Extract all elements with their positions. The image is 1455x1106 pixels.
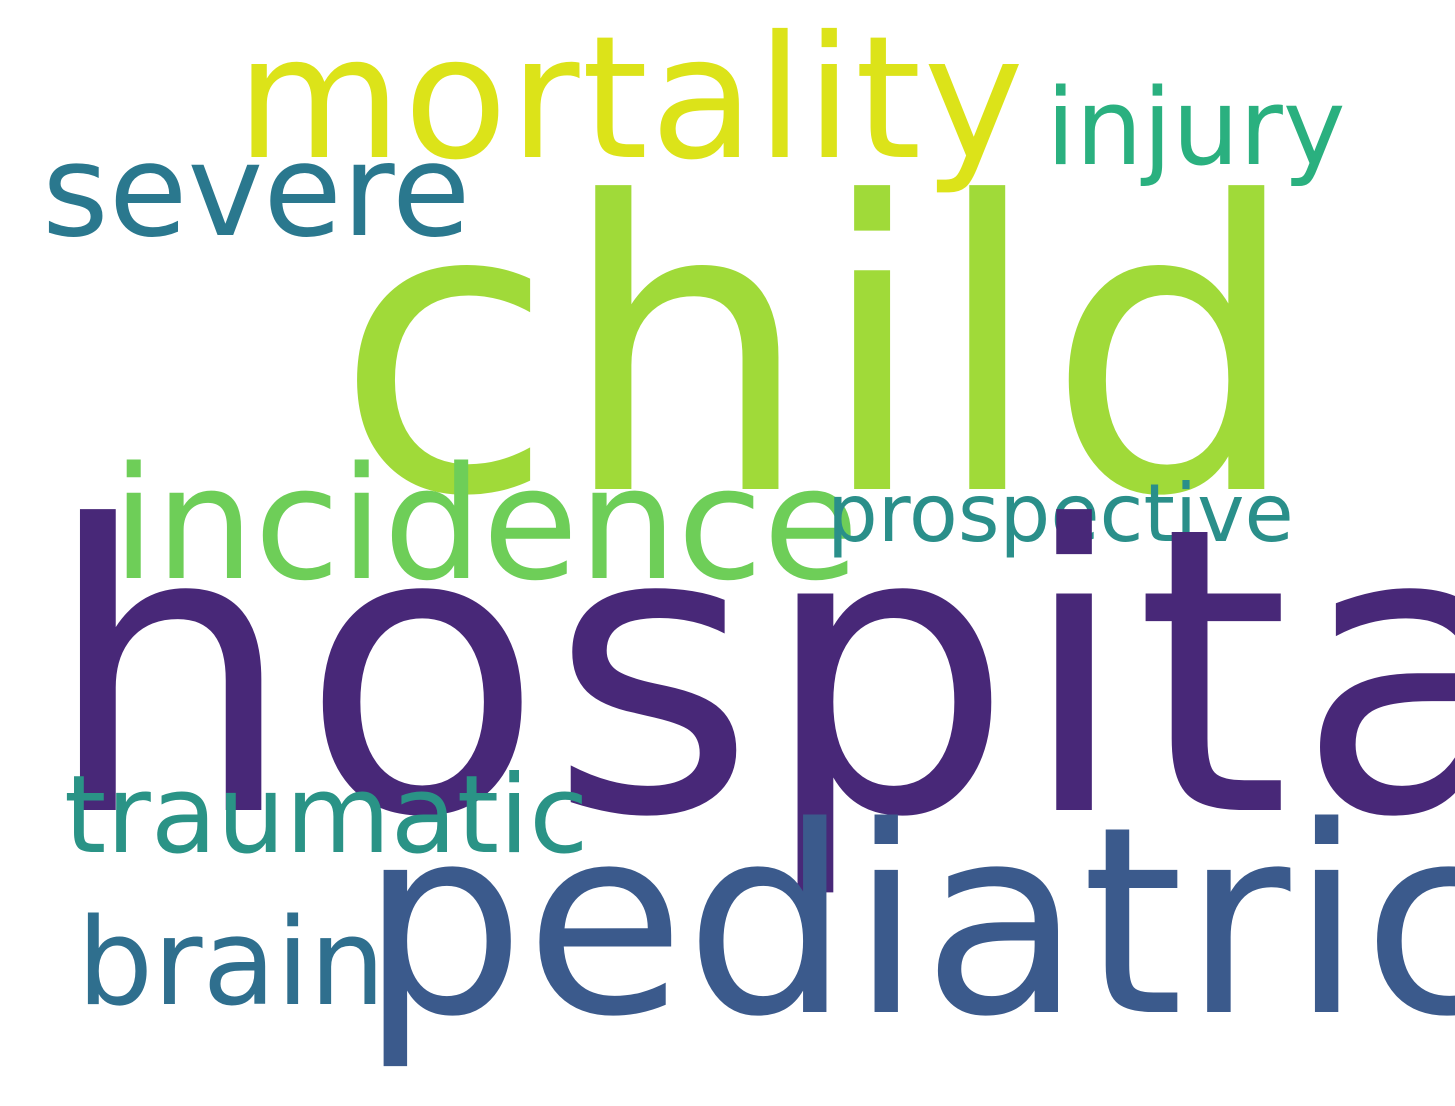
word-hospital: hospital	[44, 443, 1455, 904]
word-child: child	[335, 119, 1305, 584]
word-prospective: prospective	[827, 467, 1294, 560]
word-traumatic: traumatic	[64, 753, 589, 878]
word-severe: severe	[42, 117, 471, 266]
word-injury: injury	[1046, 66, 1346, 189]
word-pediatric: pediatric	[360, 772, 1455, 1074]
word-incidence: incidence	[112, 433, 859, 615]
word-mortality: mortality	[236, 0, 1027, 198]
word-brain: brain	[77, 894, 386, 1033]
